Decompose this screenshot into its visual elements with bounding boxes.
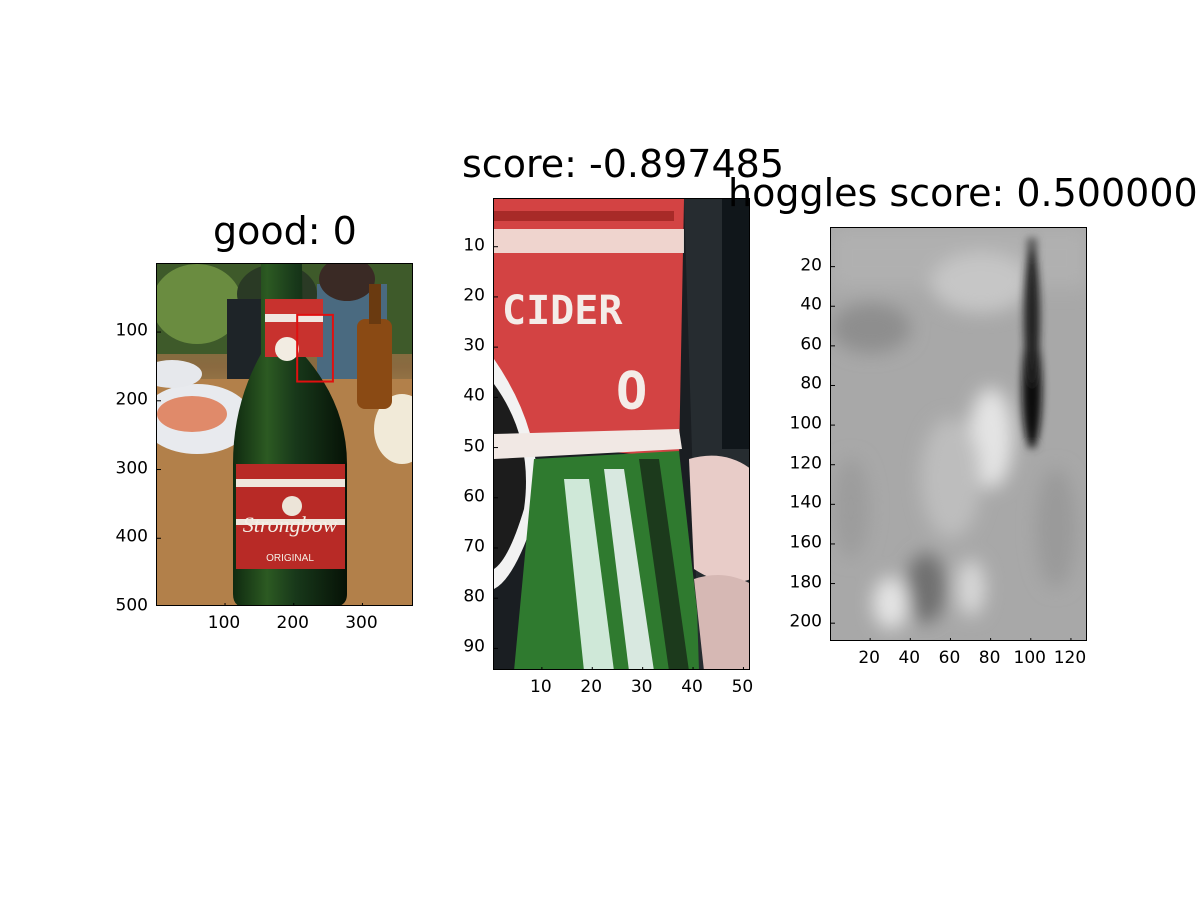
panel3-xtick-120: 120: [1053, 648, 1087, 668]
panel1-image-axes: Strongbow ORIGINAL: [156, 263, 413, 606]
panel2-ytick-50: 50: [463, 436, 485, 457]
panel3-ytick-160: 160: [789, 532, 822, 553]
panel3-ytick-200: 200: [789, 611, 822, 632]
panel3-xtick-100: 100: [1013, 648, 1046, 668]
panel2-ytick-60: 60: [463, 486, 485, 507]
panel1-ytick-100: 100: [115, 320, 148, 341]
svg-text:ORIGINAL: ORIGINAL: [266, 553, 314, 564]
panel1-photo: Strongbow ORIGINAL: [157, 264, 412, 605]
panel3-ytick-80: 80: [800, 373, 822, 394]
panel2-ytick-90: 90: [463, 636, 485, 657]
panel2-xtick-50: 50: [731, 677, 754, 697]
panel1-ytick-300: 300: [115, 458, 148, 479]
panel1-xtick-200: 200: [276, 613, 309, 633]
panel2-xtick-40: 40: [681, 677, 703, 697]
panel2-ytick-30: 30: [463, 335, 485, 356]
panel3-xtick-60: 60: [938, 648, 961, 668]
panel2-xtick-10: 10: [530, 677, 552, 697]
panel1-title: good: 0: [213, 209, 357, 253]
panel3-hog-image: [831, 228, 1086, 640]
panel2-title: score: -0.897485: [462, 142, 785, 186]
panel3-title: hoggles score: 0.500000: [728, 171, 1198, 215]
panel2-ytick-80: 80: [463, 586, 485, 607]
panel3-xtick-40: 40: [898, 648, 921, 668]
panel2-ytick-40: 40: [463, 385, 485, 406]
svg-text:Strongbow: Strongbow: [243, 512, 338, 537]
panel3-ytick-20: 20: [800, 255, 822, 276]
panel1-xtick-100: 100: [207, 613, 241, 633]
panel3-ytick-120: 120: [789, 453, 822, 474]
panel1-ytick-500: 500: [115, 595, 148, 616]
panel3-heatmap-axes: [830, 227, 1087, 641]
panel1-ytick-400: 400: [115, 526, 148, 547]
panel3-ytick-40: 40: [800, 294, 822, 315]
panel2-xtick-20: 20: [580, 677, 603, 697]
panel2-ytick-70: 70: [463, 536, 485, 557]
panel3-ytick-100: 100: [789, 413, 822, 434]
panel3-ytick-180: 180: [789, 572, 822, 593]
panel2-xtick-30: 30: [630, 677, 653, 697]
panel2-crop: CIDER O: [494, 199, 749, 669]
svg-text:O: O: [616, 362, 647, 422]
panel3-xtick-20: 20: [858, 648, 880, 668]
panel1-xtick-300: 300: [345, 613, 378, 633]
panel2-image-axes: CIDER O: [493, 198, 750, 670]
panel3-ytick-140: 140: [789, 492, 822, 513]
panel1-ytick-200: 200: [115, 389, 148, 410]
detection-box: [296, 313, 334, 383]
panel3-ytick-60: 60: [800, 334, 822, 355]
panel2-ytick-20: 20: [463, 285, 485, 306]
panel3-xtick-80: 80: [978, 648, 1001, 668]
svg-text:CIDER: CIDER: [502, 288, 623, 334]
panel2-ytick-10: 10: [463, 235, 485, 256]
